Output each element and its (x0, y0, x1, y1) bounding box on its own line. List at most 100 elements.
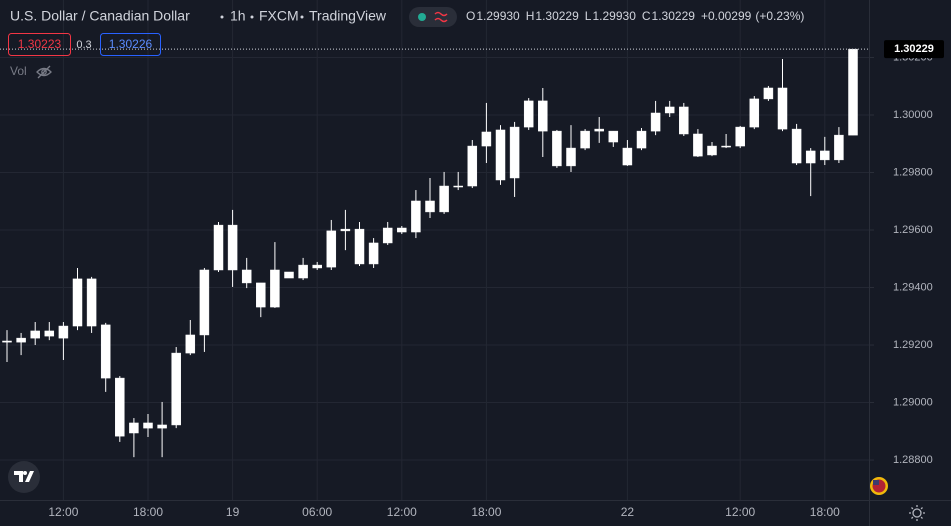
candle-body (58, 325, 69, 339)
tradingview-logo[interactable] (8, 461, 40, 493)
candle-body (636, 130, 647, 149)
candle-body (566, 147, 576, 167)
source: FXCM (259, 8, 299, 24)
candle-body (256, 282, 266, 308)
status-pill[interactable] (409, 7, 457, 27)
x-tick-label: 12:00 (725, 505, 755, 519)
candles (0, 48, 869, 458)
candle-body (467, 145, 478, 187)
ohlc-value: 1.29930 (476, 9, 520, 23)
candle-body (368, 242, 379, 265)
candle-body (340, 228, 351, 232)
candle-body (820, 150, 830, 161)
candle-body (538, 100, 548, 132)
hide-icon[interactable] (36, 65, 52, 79)
candle-body (185, 334, 196, 354)
candle-body (425, 200, 435, 213)
x-tick-label: 19 (226, 505, 240, 519)
candle-body (735, 126, 745, 147)
market-open-dot (418, 13, 426, 21)
candle-body (721, 145, 731, 148)
candle-body (679, 106, 689, 135)
candle-body (354, 228, 365, 265)
ohlc-value: 1.30229 (535, 9, 579, 23)
candle-body (382, 227, 393, 244)
candle-body (326, 230, 337, 268)
candle-body (622, 147, 633, 166)
candle-body (16, 337, 26, 343)
interval: 1h (230, 8, 246, 24)
buy-button[interactable] (100, 33, 161, 56)
x-tick-label: 18:00 (133, 505, 163, 519)
candle-body (270, 269, 280, 308)
candle-body (397, 227, 407, 233)
symbol: U.S. Dollar / Canadian Dollar (10, 8, 190, 24)
candle-body (439, 185, 449, 213)
candle-body (86, 278, 97, 327)
ohlc-value: 1.30229 (652, 9, 696, 23)
last-price-box (884, 40, 944, 59)
x-tick-label: 18:00 (471, 505, 501, 519)
candle-body (707, 145, 717, 156)
candle-body (411, 200, 421, 233)
y-tick-label: 1.29800 (893, 166, 933, 178)
candle-body (509, 126, 520, 179)
x-tick-label: 12:00 (48, 505, 78, 519)
candle-body (664, 106, 675, 114)
candle-body (129, 422, 139, 434)
candle-body (763, 87, 774, 100)
candle-body (241, 269, 252, 284)
candle-body (594, 128, 604, 132)
x-tick-label: 18:00 (810, 505, 840, 519)
y-tick-label: 1.29000 (893, 396, 933, 408)
candle-body (171, 352, 181, 426)
candle-body (30, 330, 40, 339)
delay-icon (434, 11, 448, 23)
candle-body (791, 128, 802, 164)
candle-body (100, 324, 111, 379)
candle-body (227, 224, 238, 271)
candle-body (523, 100, 534, 128)
candle-body (777, 87, 788, 130)
x-tick-label: 06:00 (302, 505, 332, 519)
logo-glyph (14, 471, 34, 482)
flag-canton (873, 480, 879, 485)
axes: 1.28800 1.29000 1.29200 1.29400 1.29600 1.298… (48, 40, 944, 519)
y-tick-label: 1.29400 (893, 281, 933, 293)
ohlc-value: 1.29930 (592, 9, 636, 23)
ohlc-key: C (642, 9, 651, 23)
spread: 0.3 (76, 39, 91, 51)
logo-dot (23, 471, 27, 475)
candle-body (805, 150, 816, 164)
y-tick-label: 1.29200 (893, 339, 933, 351)
ohlc-key: H (526, 9, 535, 23)
sell-price[interactable]: 1.30223 (18, 37, 62, 51)
separator (250, 15, 254, 19)
buy-price[interactable]: 1.30226 (109, 37, 153, 51)
candle-body (157, 424, 167, 429)
candle-body (72, 278, 83, 327)
last-price-label: 1.30229 (894, 43, 934, 55)
candle-body (693, 133, 703, 157)
settings-icon[interactable] (909, 505, 925, 521)
sell-button[interactable] (8, 33, 71, 56)
candle-body (298, 264, 308, 279)
candle-body (552, 130, 562, 167)
candle-body (608, 130, 619, 143)
candle-body (213, 224, 224, 271)
x-tick-label: 22 (621, 505, 635, 519)
candle-body (834, 134, 844, 161)
candle-body (650, 112, 661, 132)
candle-body (749, 98, 760, 128)
indicator-name: Vol (10, 64, 27, 78)
candle-body (143, 422, 153, 429)
candle-body (115, 377, 125, 437)
candle-body (44, 330, 55, 337)
candle-body (453, 185, 463, 188)
grid (0, 0, 869, 500)
y-tick-label: 1.30000 (893, 109, 933, 121)
separator (300, 15, 304, 19)
separator (220, 15, 224, 19)
